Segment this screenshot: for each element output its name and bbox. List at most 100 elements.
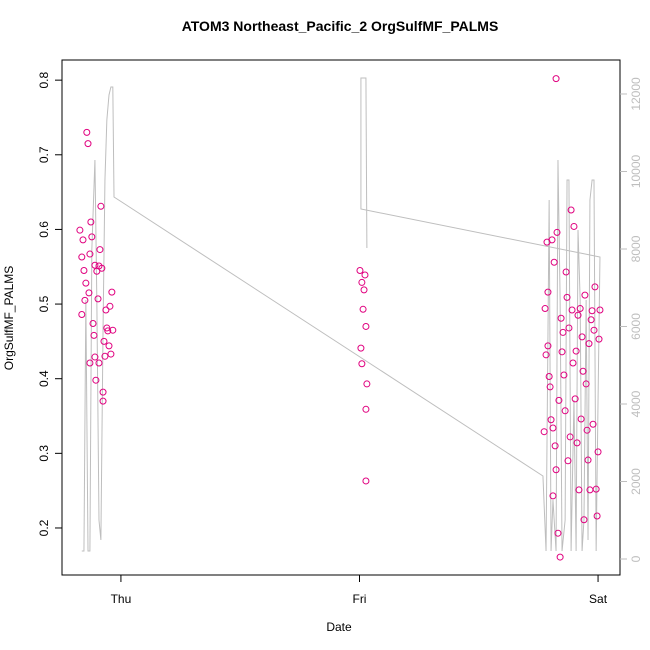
data-point bbox=[575, 486, 583, 494]
y2-tick-label: 4000 bbox=[629, 390, 643, 417]
data-point bbox=[584, 456, 592, 464]
data-point bbox=[572, 347, 580, 355]
y2-tick-label: 10000 bbox=[629, 154, 643, 188]
data-point bbox=[563, 293, 571, 301]
data-point bbox=[581, 291, 589, 299]
data-point bbox=[359, 305, 367, 313]
data-point bbox=[577, 415, 585, 423]
x-tick-label: Sat bbox=[589, 592, 608, 606]
data-point bbox=[574, 311, 582, 319]
data-point bbox=[570, 222, 578, 230]
data-point bbox=[362, 477, 370, 485]
data-point bbox=[101, 352, 109, 360]
data-point bbox=[106, 302, 114, 310]
data-point bbox=[561, 407, 569, 415]
y2-tick-label: 12000 bbox=[629, 77, 643, 111]
data-point bbox=[357, 344, 365, 352]
data-point bbox=[595, 335, 603, 343]
data-point bbox=[78, 311, 86, 319]
data-point bbox=[568, 306, 576, 314]
data-point bbox=[541, 305, 549, 313]
data-point bbox=[569, 359, 577, 367]
data-point bbox=[580, 516, 588, 524]
data-point bbox=[356, 266, 364, 274]
data-point bbox=[553, 228, 561, 236]
data-point bbox=[558, 348, 566, 356]
data-point bbox=[588, 307, 596, 315]
altitude-line bbox=[81, 77, 601, 552]
x-tick-label: Thu bbox=[111, 592, 132, 606]
data-point bbox=[102, 306, 110, 314]
data-point bbox=[362, 322, 370, 330]
data-point bbox=[363, 380, 371, 388]
data-point bbox=[79, 236, 87, 244]
data-point bbox=[560, 371, 568, 379]
data-point bbox=[565, 324, 573, 332]
data-point bbox=[544, 288, 552, 296]
data-point bbox=[559, 328, 567, 336]
data-point bbox=[98, 264, 106, 272]
data-point bbox=[573, 439, 581, 447]
y2-tick-label: 6000 bbox=[629, 313, 643, 340]
data-point bbox=[83, 128, 91, 136]
data-point bbox=[564, 457, 572, 465]
data-point bbox=[551, 442, 559, 450]
data-point bbox=[100, 337, 108, 345]
data-point bbox=[578, 333, 586, 341]
data-point bbox=[82, 279, 90, 287]
y-tick-label: 0.4 bbox=[37, 370, 51, 387]
data-point bbox=[579, 367, 587, 375]
data-point bbox=[105, 342, 113, 350]
data-point bbox=[91, 353, 99, 361]
data-point bbox=[95, 359, 103, 367]
data-point bbox=[562, 268, 570, 276]
data-point bbox=[99, 397, 107, 405]
y-tick-label: 0.5 bbox=[37, 295, 51, 312]
chart-title: ATOM3 Northeast_Pacific_2 OrgSulfMF_PALM… bbox=[182, 18, 499, 34]
data-point bbox=[545, 372, 553, 380]
data-point bbox=[549, 492, 557, 500]
data-point bbox=[582, 380, 590, 388]
data-point bbox=[555, 396, 563, 404]
data-point bbox=[80, 266, 88, 274]
y2-tick-label: 0 bbox=[629, 555, 643, 562]
data-point bbox=[554, 529, 562, 537]
y-tick-label: 0.2 bbox=[37, 519, 51, 536]
data-point bbox=[99, 388, 107, 396]
data-point bbox=[566, 433, 574, 441]
data-point bbox=[91, 261, 99, 269]
data-point bbox=[567, 206, 575, 214]
data-point bbox=[85, 289, 93, 297]
data-point bbox=[591, 283, 599, 291]
data-point bbox=[88, 233, 96, 241]
data-point bbox=[552, 466, 560, 474]
y-tick-label: 0.3 bbox=[37, 445, 51, 462]
data-point bbox=[96, 246, 104, 254]
data-point bbox=[548, 236, 556, 244]
data-point bbox=[361, 271, 369, 279]
data-point bbox=[594, 448, 602, 456]
data-point bbox=[589, 420, 597, 428]
data-point bbox=[97, 202, 105, 210]
data-point bbox=[552, 75, 560, 83]
data-point bbox=[108, 288, 116, 296]
y2-tick-label: 8000 bbox=[629, 235, 643, 262]
data-point bbox=[557, 314, 565, 322]
data-point bbox=[362, 405, 370, 413]
data-point bbox=[547, 416, 555, 424]
data-point bbox=[542, 351, 550, 359]
data-point bbox=[585, 340, 593, 348]
data-point bbox=[583, 426, 591, 434]
data-point bbox=[576, 305, 584, 313]
x-tick-label: Fri bbox=[352, 592, 366, 606]
data-point bbox=[109, 326, 117, 334]
data-point bbox=[358, 360, 366, 368]
data-point bbox=[550, 258, 558, 266]
data-point bbox=[81, 296, 89, 304]
data-point bbox=[360, 286, 368, 294]
y2-tick-label: 2000 bbox=[629, 468, 643, 495]
data-point bbox=[596, 306, 604, 314]
data-point bbox=[94, 295, 102, 303]
